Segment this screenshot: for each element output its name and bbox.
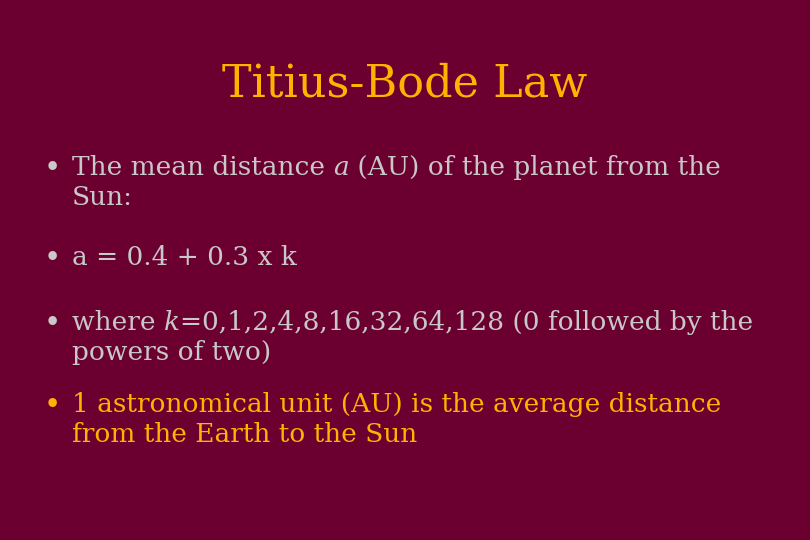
Text: The mean distance: The mean distance: [72, 155, 334, 180]
Text: 1 astronomical unit (AU) is the average distance: 1 astronomical unit (AU) is the average …: [72, 392, 721, 417]
Text: •: •: [44, 245, 61, 273]
Text: k: k: [164, 310, 180, 335]
Text: •: •: [44, 310, 61, 338]
Text: a: a: [334, 155, 349, 180]
Text: where: where: [72, 310, 164, 335]
Text: a = 0.4 + 0.3 x k: a = 0.4 + 0.3 x k: [72, 245, 297, 270]
Text: from the Earth to the Sun: from the Earth to the Sun: [72, 422, 417, 447]
Text: Sun:: Sun:: [72, 185, 133, 210]
Text: •: •: [44, 392, 61, 420]
Text: (AU) of the planet from the: (AU) of the planet from the: [349, 155, 721, 180]
Text: =0,1,2,4,8,16,32,64,128 (0 followed by the: =0,1,2,4,8,16,32,64,128 (0 followed by t…: [180, 310, 753, 335]
Text: Titius-Bode Law: Titius-Bode Law: [222, 62, 588, 105]
Text: powers of two): powers of two): [72, 340, 271, 365]
Text: •: •: [44, 155, 61, 183]
